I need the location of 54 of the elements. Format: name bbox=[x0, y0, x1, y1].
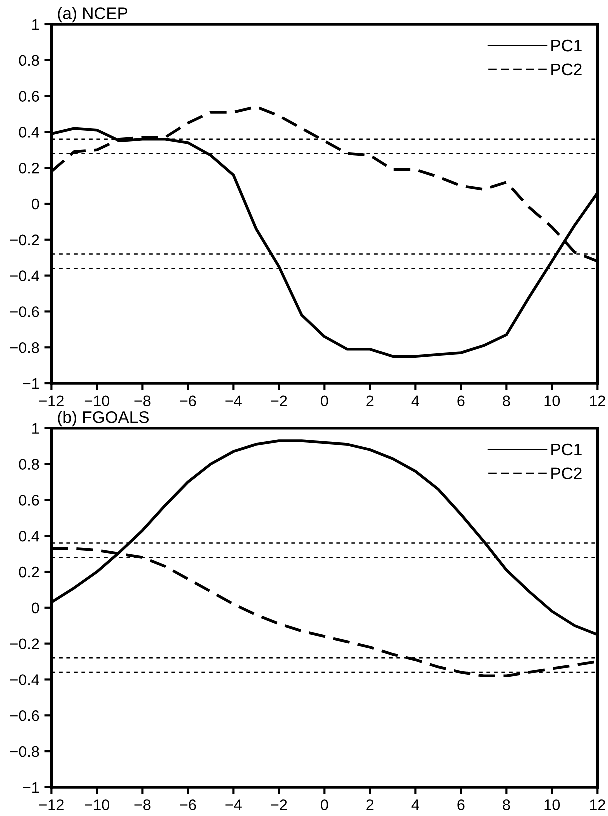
x-tick-label: 12 bbox=[590, 800, 606, 810]
x-tick-label: −8 bbox=[134, 800, 151, 810]
x-tick-label: −12 bbox=[39, 396, 64, 406]
y-tick-label: −0.2 bbox=[10, 234, 40, 246]
legend-label: PC2 bbox=[552, 64, 582, 76]
y-tick-label: 0.8 bbox=[19, 55, 40, 66]
chart-title: (b) FGOALS bbox=[58, 411, 149, 427]
y-tick-label: −0.8 bbox=[10, 746, 40, 758]
x-tick-label: −12 bbox=[39, 800, 64, 810]
y-tick-label: −1 bbox=[23, 378, 40, 390]
y-tick-label: 0.6 bbox=[19, 91, 40, 102]
x-tick-label: −2 bbox=[271, 800, 288, 810]
y-tick-label: 0.4 bbox=[19, 127, 40, 138]
x-tick-label: 2 bbox=[366, 800, 374, 810]
y-tick-label: 0.4 bbox=[19, 530, 40, 542]
y-tick-label: 0.6 bbox=[19, 495, 40, 506]
y-tick-label: 1 bbox=[32, 20, 40, 30]
x-tick-label: 10 bbox=[544, 396, 560, 407]
x-tick-label: 4 bbox=[412, 396, 420, 406]
y-tick-label: 0 bbox=[32, 602, 40, 614]
legend-label: PC2 bbox=[552, 468, 582, 480]
y-tick-label: −1 bbox=[23, 782, 40, 793]
x-tick-label: −4 bbox=[226, 800, 242, 810]
x-tick-label: −6 bbox=[180, 396, 196, 407]
y-tick-label: 1 bbox=[32, 423, 40, 434]
x-tick-label: 0 bbox=[321, 396, 328, 407]
y-tick-label: 0.8 bbox=[19, 459, 40, 470]
y-tick-label: −0.4 bbox=[10, 674, 40, 686]
legend-label: PC1 bbox=[552, 444, 582, 456]
y-tick-label: 0.2 bbox=[19, 566, 40, 578]
x-tick-label: 6 bbox=[458, 800, 465, 810]
x-tick-label: 8 bbox=[503, 800, 510, 810]
x-tick-label: −8 bbox=[134, 396, 151, 407]
legend-label: PC1 bbox=[552, 40, 582, 52]
y-tick-label: −0.6 bbox=[10, 306, 40, 318]
x-tick-label: 8 bbox=[503, 396, 510, 407]
x-tick-label: −10 bbox=[84, 800, 110, 810]
x-tick-label: −10 bbox=[84, 396, 110, 407]
x-tick-label: −4 bbox=[226, 396, 242, 406]
x-tick-label: 10 bbox=[544, 800, 560, 810]
chart-title: (a) NCEP bbox=[58, 7, 128, 23]
x-tick-label: 6 bbox=[458, 396, 465, 407]
x-tick-label: 12 bbox=[590, 396, 606, 406]
y-tick-label: 0 bbox=[32, 198, 40, 210]
y-tick-label: 0.2 bbox=[19, 162, 40, 174]
x-tick-label: 4 bbox=[412, 800, 420, 810]
x-tick-label: 0 bbox=[321, 800, 328, 810]
y-tick-label: −0.4 bbox=[10, 270, 40, 282]
x-tick-label: −2 bbox=[271, 396, 288, 406]
y-tick-label: −0.8 bbox=[10, 342, 40, 354]
x-tick-label: −6 bbox=[180, 800, 196, 810]
x-tick-label: 2 bbox=[366, 396, 374, 406]
y-tick-label: −0.2 bbox=[10, 638, 40, 650]
y-tick-label: −0.6 bbox=[10, 710, 40, 722]
